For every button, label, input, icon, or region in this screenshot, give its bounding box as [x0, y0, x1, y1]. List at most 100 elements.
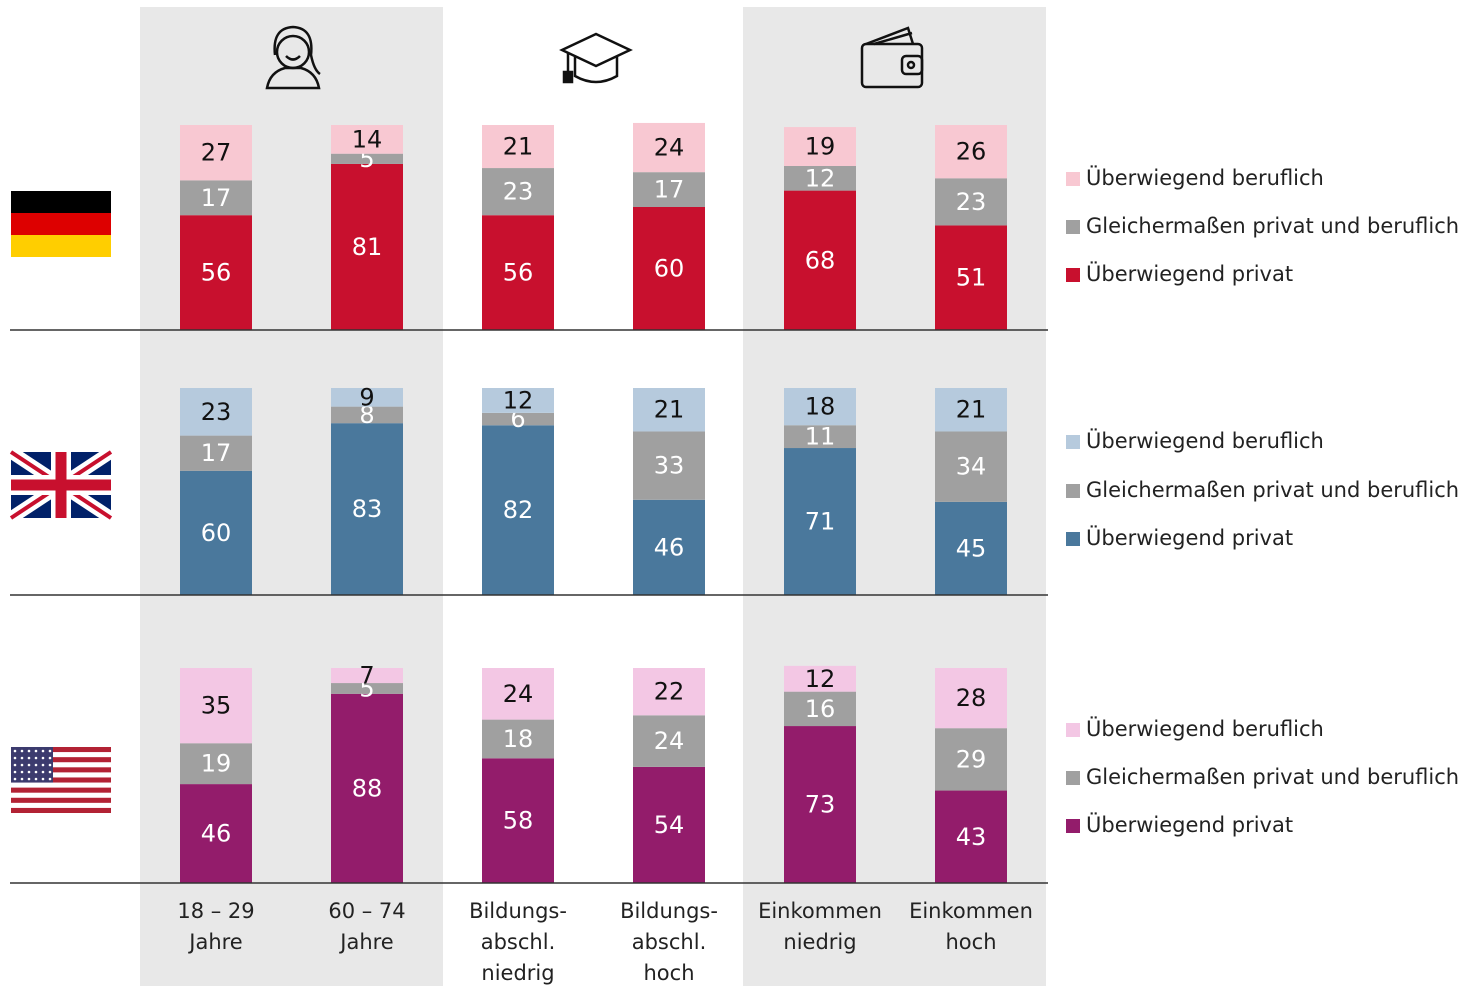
wallet-icon [860, 26, 924, 89]
stripe [11, 777, 111, 783]
legend-label: Gleichermaßen privat und beruflich [1086, 214, 1459, 238]
legend-swatch [1066, 771, 1080, 785]
value-label: 23 [956, 188, 987, 216]
bar-segment [633, 172, 705, 207]
bar-segment [935, 225, 1007, 330]
value-label: 33 [654, 452, 685, 480]
bar-segment [180, 743, 252, 785]
value-label: 54 [654, 811, 685, 839]
star [13, 763, 17, 767]
value-label: 11 [805, 423, 836, 451]
star [13, 770, 17, 774]
bar-segment [482, 758, 554, 883]
star [13, 777, 17, 781]
x-tick-label: hoch [945, 930, 996, 954]
star [48, 770, 52, 774]
legend-swatch [1066, 819, 1080, 833]
star [48, 749, 52, 753]
star [34, 749, 38, 753]
star [41, 756, 45, 760]
star [20, 770, 24, 774]
value-label: 21 [654, 396, 685, 424]
bar-segment [331, 388, 403, 407]
star [34, 777, 38, 781]
stripe [11, 807, 111, 813]
star [20, 756, 24, 760]
bar-segment [633, 388, 705, 432]
value-label: 23 [503, 178, 534, 206]
value-label: 17 [654, 176, 685, 204]
value-label: 43 [956, 823, 987, 851]
x-tick-label: Bildungs- [620, 899, 718, 923]
bar-segment [482, 125, 554, 169]
bar-segment [331, 683, 403, 694]
bar-segment [784, 388, 856, 426]
legend-swatch [1066, 220, 1080, 234]
bar-segment [331, 153, 403, 164]
bar-segment [935, 388, 1007, 432]
value-label: 81 [352, 233, 383, 261]
star [48, 763, 52, 767]
legend-swatch [1066, 268, 1080, 282]
x-tick-label: 60 – 74 [328, 899, 405, 923]
bar-segment [633, 715, 705, 767]
value-label: 51 [956, 264, 987, 292]
bar-segment [784, 127, 856, 166]
bar-segment [784, 665, 856, 692]
bar-segment [935, 501, 1007, 595]
value-label: 23 [201, 398, 232, 426]
value-label: 46 [654, 533, 685, 561]
bar-segment [482, 215, 554, 330]
star [41, 777, 45, 781]
value-label: 21 [503, 133, 534, 161]
x-tick-label: hoch [643, 961, 694, 985]
legend-swatch [1066, 435, 1080, 449]
value-label: 12 [503, 386, 534, 414]
bar-segment [331, 668, 403, 684]
legend-label: Gleichermaßen privat und beruflich [1086, 765, 1459, 789]
value-label: 24 [654, 727, 685, 755]
bar-segment [482, 168, 554, 216]
value-label: 22 [654, 678, 685, 706]
value-label: 12 [805, 164, 836, 192]
bar-segment [784, 425, 856, 449]
star [41, 749, 45, 753]
value-label: 34 [956, 453, 987, 481]
bar-segment [331, 125, 403, 154]
bar-segment [784, 691, 856, 727]
bar-segment [784, 166, 856, 191]
value-label: 17 [201, 184, 232, 212]
x-tick-label: Jahre [338, 930, 393, 954]
value-label: 58 [503, 807, 534, 835]
x-tick-label: niedrig [481, 961, 554, 985]
flag-us [11, 747, 111, 813]
value-label: 56 [201, 259, 232, 287]
bar-segment [331, 163, 403, 330]
value-label: 29 [956, 745, 987, 773]
star [20, 777, 24, 781]
legend-label: Gleichermaßen privat und beruflich [1086, 478, 1459, 502]
bar-segment [633, 766, 705, 883]
value-label: 24 [503, 680, 534, 708]
bar-segment [633, 431, 705, 500]
star [34, 756, 38, 760]
star [27, 763, 31, 767]
value-label: 60 [201, 519, 232, 547]
star [27, 777, 31, 781]
stripe [11, 767, 111, 773]
legend-label: Überwiegend privat [1086, 261, 1293, 286]
x-tick-label: abschl. [632, 930, 707, 954]
value-label: 21 [956, 396, 987, 424]
stripe [11, 787, 111, 793]
value-label: 35 [201, 692, 232, 720]
bar-segment [331, 406, 403, 424]
bar-segment [935, 125, 1007, 179]
value-label: 83 [352, 495, 383, 523]
bar-segment [482, 719, 554, 759]
value-label: 73 [805, 791, 836, 819]
person-icon [265, 25, 321, 90]
legend-swatch [1066, 532, 1080, 546]
legend-swatch [1066, 484, 1080, 498]
bar-segment [935, 431, 1007, 502]
